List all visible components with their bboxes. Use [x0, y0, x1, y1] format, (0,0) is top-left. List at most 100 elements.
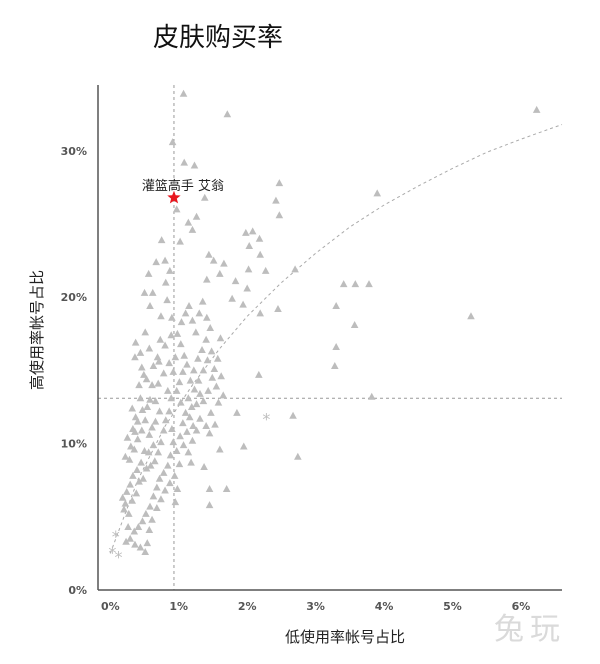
data-point: [130, 527, 139, 535]
data-point: [200, 463, 208, 471]
asterisk-point: *: [112, 527, 120, 546]
data-point: [122, 537, 130, 545]
data-point: [233, 408, 241, 416]
x-tick-label: 2%: [238, 600, 257, 613]
data-point: [136, 348, 145, 356]
data-point: [165, 359, 173, 367]
data-point: [137, 458, 145, 466]
data-point: [122, 487, 131, 495]
data-point: [172, 386, 181, 394]
data-point: [203, 275, 211, 283]
data-point: [373, 189, 382, 197]
data-point: [157, 312, 165, 320]
data-point: [275, 211, 284, 219]
data-point: [181, 408, 190, 416]
data-points: ****: [108, 89, 541, 566]
data-point: [146, 395, 154, 403]
data-point: [175, 460, 184, 468]
data-point: [190, 385, 199, 393]
data-point: [154, 379, 163, 387]
data-point: [330, 362, 339, 370]
x-tick-label: 4%: [375, 600, 394, 613]
data-point: [167, 394, 176, 402]
data-point: [179, 441, 188, 449]
data-point: [245, 242, 254, 250]
data-point: [365, 280, 373, 288]
data-point: [200, 193, 209, 201]
data-point: [159, 426, 168, 434]
data-point: [187, 458, 195, 466]
data-point: [186, 376, 195, 384]
x-tick-label: 3%: [306, 600, 325, 613]
data-point: [171, 353, 180, 361]
data-point: [166, 479, 174, 487]
data-point: [173, 485, 182, 492]
data-point: [188, 316, 197, 324]
data-point: [220, 259, 228, 267]
data-point: [205, 501, 214, 509]
data-point: [176, 432, 184, 440]
data-point: [169, 438, 178, 446]
data-point: [199, 366, 208, 374]
data-point: [142, 375, 151, 383]
y-tick-label: 30%: [61, 145, 87, 158]
data-point: [163, 296, 171, 304]
data-point: [134, 523, 143, 531]
data-point: [172, 205, 181, 213]
data-point: [172, 446, 181, 454]
data-point: [192, 328, 200, 336]
data-point: [142, 464, 151, 472]
data-point: [127, 442, 135, 450]
data-point: [124, 509, 133, 517]
data-point: [177, 398, 185, 406]
data-point: [467, 312, 475, 320]
data-point: [255, 234, 264, 242]
data-point: [157, 438, 165, 446]
data-point: [183, 427, 191, 435]
x-tick-label: 0%: [101, 600, 120, 613]
data-point: [244, 265, 253, 273]
data-point: [255, 370, 263, 378]
data-point: [189, 422, 197, 430]
x-tick-label: 5%: [443, 600, 462, 613]
data-point: [137, 363, 146, 371]
data-point: [161, 278, 170, 286]
data-point: [192, 212, 201, 220]
data-point: [205, 485, 214, 492]
data-point: [177, 340, 185, 348]
data-point: [142, 509, 150, 517]
data-point: [256, 250, 264, 258]
data-point: [139, 474, 147, 482]
data-point: [121, 499, 130, 507]
reference-lines: [98, 85, 562, 590]
data-point: [339, 280, 348, 288]
data-point: [185, 302, 193, 310]
y-tick-label: 0%: [68, 584, 87, 597]
data-point: [159, 468, 168, 476]
data-point: [131, 427, 139, 435]
data-point: [161, 486, 169, 494]
data-point: [120, 505, 128, 513]
data-point: [141, 328, 150, 336]
data-point: [148, 381, 156, 389]
data-point: [231, 277, 240, 285]
data-point: [196, 389, 204, 397]
asterisk-point: *: [115, 547, 123, 566]
data-point: [141, 547, 150, 555]
data-point: [248, 227, 257, 235]
data-point: [161, 341, 169, 349]
data-point: [123, 433, 132, 441]
data-point: [206, 323, 215, 331]
data-point: [151, 417, 160, 425]
data-point: [185, 413, 194, 421]
data-point: [140, 288, 149, 296]
data-point: [216, 334, 225, 342]
data-point: [272, 196, 280, 204]
data-point: [145, 344, 154, 352]
data-point: [152, 258, 160, 266]
data-point: [177, 318, 186, 326]
data-point: [222, 485, 231, 492]
data-point: [175, 378, 184, 386]
data-point: [153, 483, 161, 491]
